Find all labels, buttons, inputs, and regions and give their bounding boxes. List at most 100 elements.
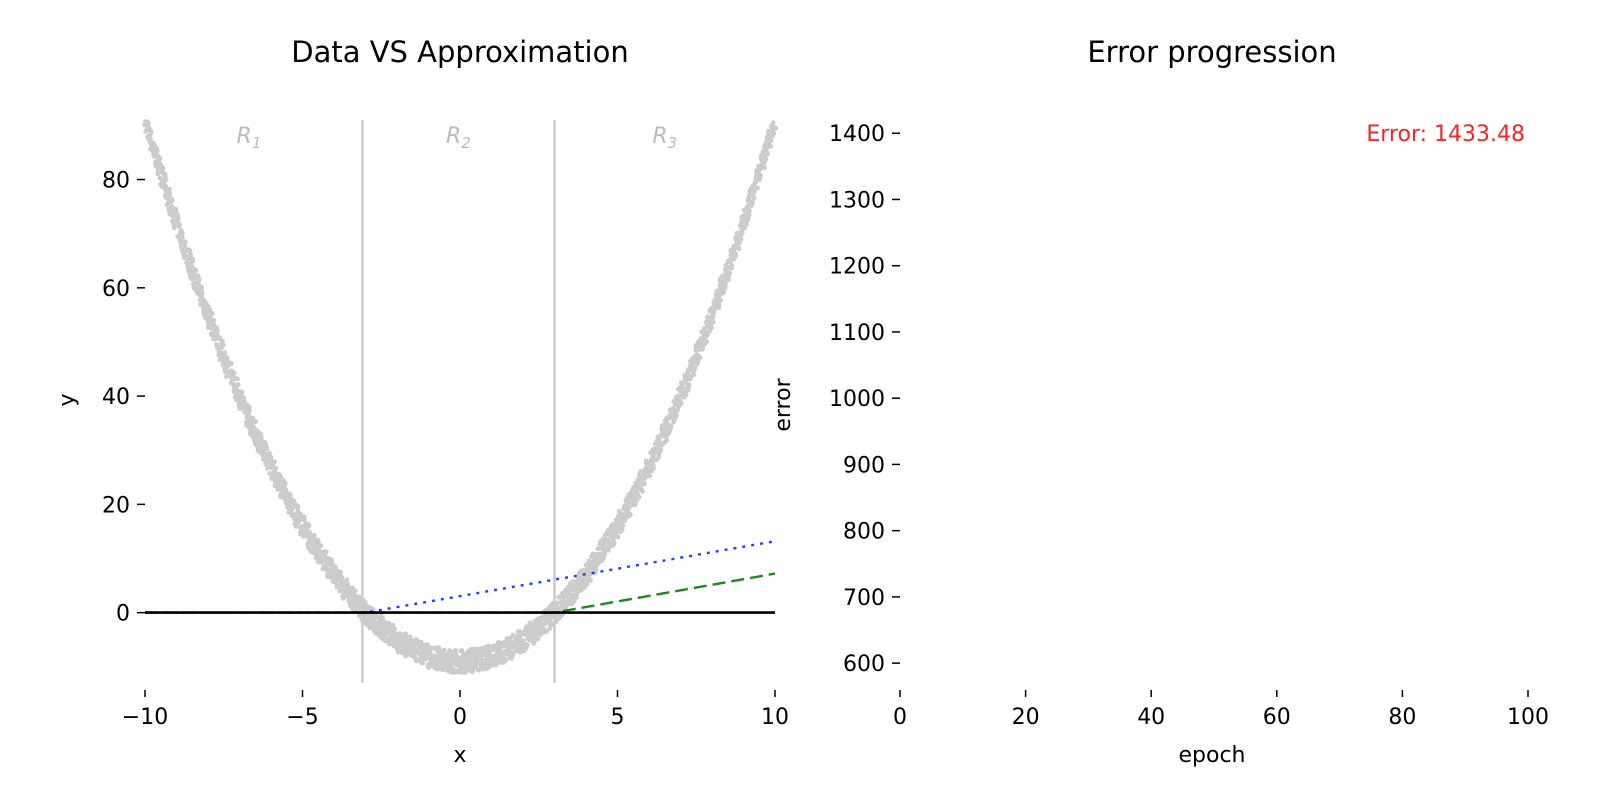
data-point: [704, 339, 710, 344]
y-tick-label: 20: [102, 493, 130, 518]
data-point: [773, 125, 779, 131]
y-tick-label: 1300: [829, 188, 885, 213]
y-axis-label-1: y: [55, 393, 80, 406]
region-label-base: R: [446, 124, 461, 149]
data-point: [246, 410, 252, 415]
data-point: [544, 628, 549, 634]
data-point: [264, 446, 270, 452]
data-point: [278, 474, 284, 480]
data-point: [771, 131, 777, 137]
data-point: [146, 125, 152, 131]
data-point: [664, 437, 670, 443]
data-point: [768, 138, 774, 143]
y-tick-label: 800: [843, 520, 885, 545]
data-point: [193, 267, 199, 273]
y-tick-label: 1400: [829, 122, 885, 147]
data-point: [726, 277, 731, 283]
data-point: [251, 425, 257, 431]
x-tick-label: 40: [1137, 705, 1165, 730]
data-point: [768, 144, 774, 149]
data-point: [176, 224, 182, 230]
data-point: [708, 325, 714, 331]
data-point: [620, 523, 626, 528]
x-tick-label: 5: [611, 705, 625, 730]
data-point: [727, 270, 733, 276]
data-point: [739, 230, 745, 236]
data-point: [677, 395, 683, 401]
data-point: [148, 129, 154, 135]
data-point: [753, 180, 758, 185]
data-point: [287, 492, 293, 497]
data-point: [337, 571, 343, 577]
data-point: [746, 209, 752, 215]
x-axis-label-2: epoch: [1179, 743, 1246, 768]
data-point: [158, 162, 163, 167]
data-point: [738, 237, 744, 243]
region-label-sub: 2: [461, 134, 471, 152]
chart-title-1: Data VS Approximation: [291, 35, 629, 69]
data-point: [715, 302, 721, 307]
data-point: [674, 413, 679, 419]
data-point: [318, 543, 324, 549]
data-point: [219, 338, 225, 344]
data-point: [395, 649, 401, 655]
data-point: [239, 389, 245, 395]
data-point: [423, 656, 428, 662]
data-point: [235, 382, 241, 388]
data-point: [640, 488, 645, 494]
data-scatter-points: [142, 119, 779, 675]
y-tick-label: 600: [843, 652, 885, 677]
region-label-2: R2: [446, 124, 471, 152]
data-point: [718, 298, 724, 303]
data-point: [605, 538, 610, 544]
data-point: [763, 156, 769, 162]
data-point: [524, 642, 530, 648]
data-point: [632, 502, 638, 508]
data-point: [656, 437, 662, 442]
data-point: [755, 185, 760, 191]
data-point: [211, 322, 217, 327]
data-point: [686, 382, 692, 388]
data-point: [418, 639, 424, 645]
data-point: [770, 120, 776, 126]
series-line-dashed: [145, 572, 776, 614]
data-point: [293, 524, 299, 529]
data-point: [329, 558, 335, 564]
data-point: [722, 280, 728, 285]
data-point: [521, 638, 526, 643]
data-point: [273, 466, 279, 471]
data-point: [182, 240, 188, 246]
data-point: [187, 248, 193, 254]
data-point: [658, 447, 664, 453]
series-line-dotted: [145, 540, 776, 614]
data-point: [535, 636, 541, 642]
data-point: [268, 454, 274, 460]
x-tick-label: 20: [1012, 705, 1040, 730]
data-point: [221, 342, 226, 348]
data-point: [209, 311, 215, 317]
region-label-1: R1: [237, 124, 262, 152]
y-tick-label: 0: [116, 602, 130, 627]
data-point: [605, 547, 611, 553]
data-point: [214, 327, 220, 333]
data-point: [169, 197, 175, 203]
data-point: [283, 487, 289, 493]
data-point: [547, 626, 553, 632]
data-point: [157, 156, 163, 162]
x-tick-label: 10: [761, 705, 789, 730]
data-point: [528, 620, 533, 626]
data-point: [392, 626, 398, 632]
region-label-base: R: [652, 124, 667, 149]
data-point: [762, 165, 767, 171]
data-point: [253, 419, 259, 425]
y-tick-label: 700: [843, 586, 885, 611]
data-point: [628, 512, 633, 518]
chart-title-2: Error progression: [1087, 35, 1336, 69]
x-tick-label: 100: [1507, 705, 1549, 730]
data-point: [510, 632, 516, 638]
data-point: [697, 355, 703, 360]
x-axis-label-1: x: [453, 743, 466, 768]
data-point: [301, 517, 307, 523]
data-point: [765, 151, 770, 157]
